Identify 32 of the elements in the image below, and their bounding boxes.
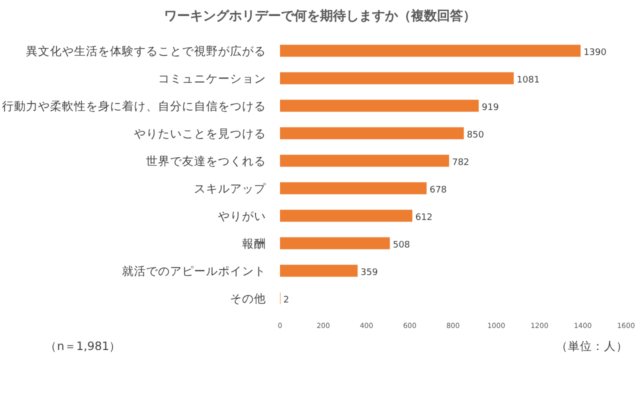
data-label: 1390: [584, 48, 607, 58]
y-tick-label: コミュニケーション: [158, 71, 266, 86]
y-tick-label: スキルアップ: [194, 181, 267, 196]
data-label: 612: [415, 212, 433, 223]
bar: [280, 127, 464, 140]
chart-title: ワーキングホリデーで何を期待しますか（複数回答）: [164, 8, 476, 24]
bar: [280, 264, 358, 277]
bar: [280, 72, 514, 84]
text: （n＝1,981）: [45, 339, 122, 353]
y-tick-label: 就活でのアピールポイント: [122, 264, 266, 278]
data-label: 919: [482, 102, 500, 113]
bar: [280, 182, 427, 194]
y-tick-label: やりたいことを見つける: [134, 126, 266, 140]
data-label: 1081: [516, 75, 540, 86]
data-label: 2: [283, 295, 290, 306]
bar: [280, 154, 450, 167]
y-tick-label: 報酬: [242, 236, 266, 250]
bar: [280, 237, 390, 250]
bar: [280, 100, 479, 112]
data-label: 850: [466, 130, 484, 140]
data-label: 678: [430, 185, 448, 196]
y-tick-label: 異文化や生活を体験することで視野が広がる: [26, 44, 266, 58]
data-label: 508: [392, 240, 410, 250]
y-tick-label: 世界で友達をつくれる: [146, 154, 266, 168]
bar: [280, 44, 581, 57]
y-tick-label: その他: [230, 291, 266, 306]
y-tick-label: 行動力や柔軟性を身に着け、自分に自信をつける: [2, 98, 266, 113]
text: （単位：人）: [556, 339, 628, 353]
data-label: 359: [360, 268, 378, 278]
y-tick-label: やりがい: [218, 208, 266, 223]
data-label: 782: [452, 158, 470, 168]
bar: [280, 210, 412, 222]
